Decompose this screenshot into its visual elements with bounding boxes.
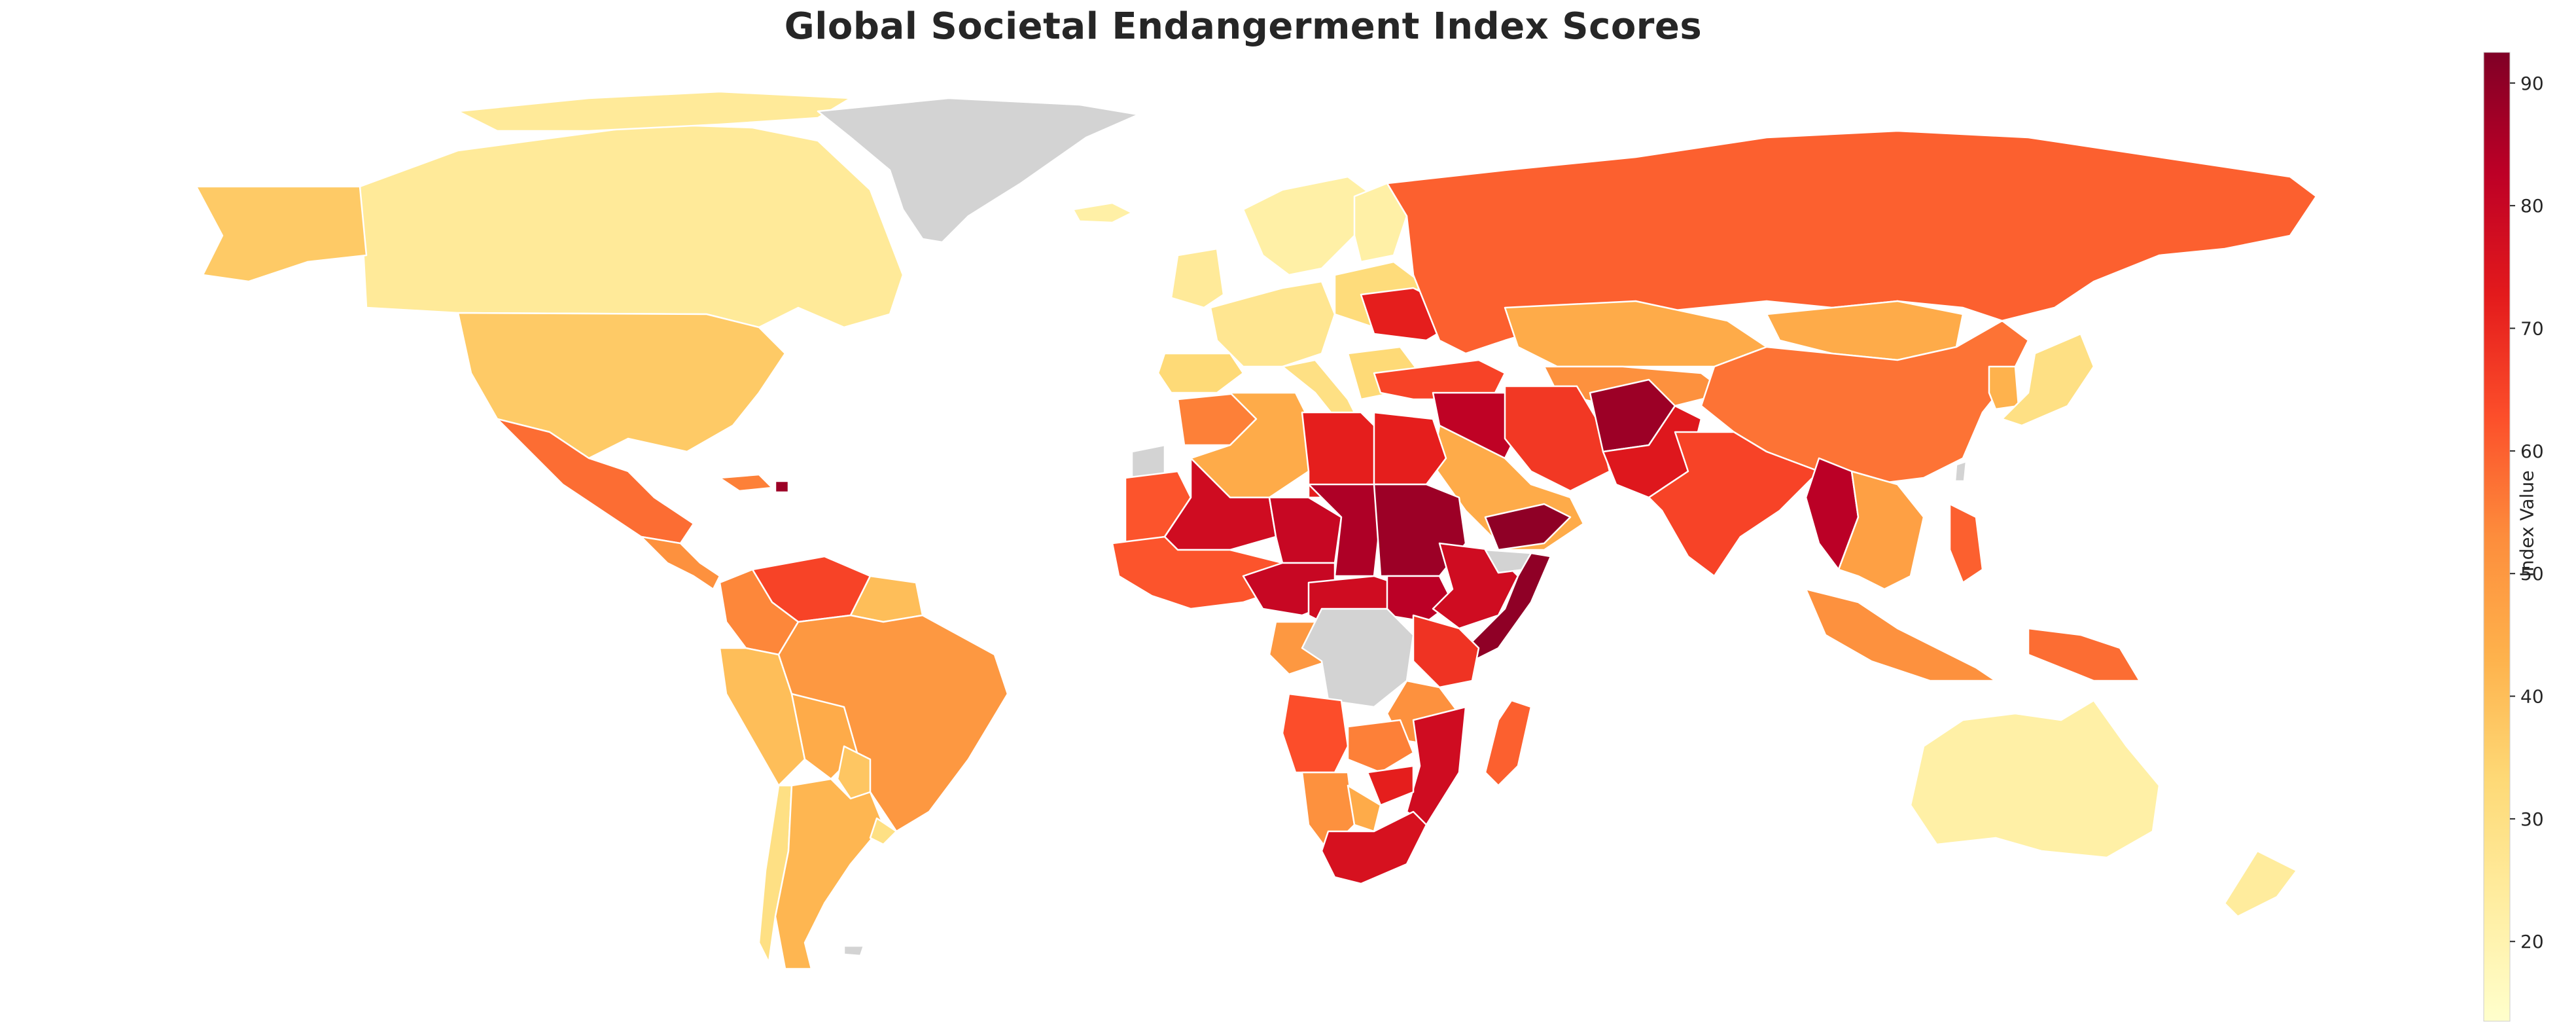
colorbar-tick-label: 60 [2520, 441, 2544, 462]
region-argentina [774, 778, 885, 970]
region-yemen [1484, 503, 1572, 551]
colorbar-ticks: 20 30 40 50 60 70 80 90 [2510, 73, 2544, 952]
colorbar-tick-label: 70 [2520, 318, 2544, 340]
region-korea [1988, 365, 2020, 410]
region-iran [1504, 385, 1611, 492]
region-kazakhstan [1504, 300, 1768, 368]
colorbar-tick-label: 50 [2520, 563, 2544, 585]
region-zambia [1347, 719, 1415, 774]
region-angola [1281, 693, 1349, 774]
region-uganda-kenya [1412, 614, 1480, 689]
region-canada [457, 90, 852, 132]
colorbar-tick-label: 30 [2520, 808, 2544, 830]
region-indonesia [1805, 588, 1997, 682]
region-canada [359, 123, 904, 329]
region-dr-congo [1301, 607, 1415, 708]
region-australia [1909, 699, 2161, 859]
region-south-africa [1320, 810, 1428, 885]
region-iberia [1157, 352, 1244, 394]
colorbar-tick-label: 80 [2520, 195, 2544, 217]
region-egypt [1373, 411, 1447, 486]
region-india [1648, 431, 1820, 577]
region-uk-ireland [1170, 247, 1225, 309]
region-caribbean-west [718, 473, 773, 492]
region-usa [457, 312, 786, 460]
region-mozambique [1405, 706, 1467, 826]
region-haiti [774, 480, 790, 494]
colorbar-gradient [2483, 52, 2511, 1022]
colorbar-tick-label: 90 [2520, 73, 2544, 94]
colorbar: 20 30 40 50 60 70 80 90 [2483, 52, 2544, 1022]
region-philippines [1949, 503, 1984, 584]
region-greenland [817, 97, 1140, 244]
region-japan [2001, 333, 2095, 427]
colorbar-label: Index Value [2516, 470, 2538, 577]
country-layer [195, 90, 2318, 970]
region-zimbabwe [1366, 765, 1415, 806]
region-iceland [1072, 202, 1133, 224]
region-falklands [843, 945, 865, 957]
region-papua [2027, 627, 2141, 682]
region-western-europe [1209, 280, 1336, 368]
region-mexico [496, 418, 695, 545]
region-uruguay [869, 817, 898, 846]
region-alaska [195, 185, 368, 283]
region-southeast-asia [1837, 470, 1925, 590]
region-new-zealand [2223, 850, 2298, 918]
region-taiwan [1954, 460, 1967, 482]
colorbar-tick-label: 40 [2520, 686, 2544, 708]
region-madagascar [1484, 699, 1532, 787]
colorbar-tick-label: 20 [2520, 931, 2544, 952]
chart-title: Global Societal Endangerment Index Score… [784, 5, 1703, 48]
region-central-america [640, 535, 721, 590]
